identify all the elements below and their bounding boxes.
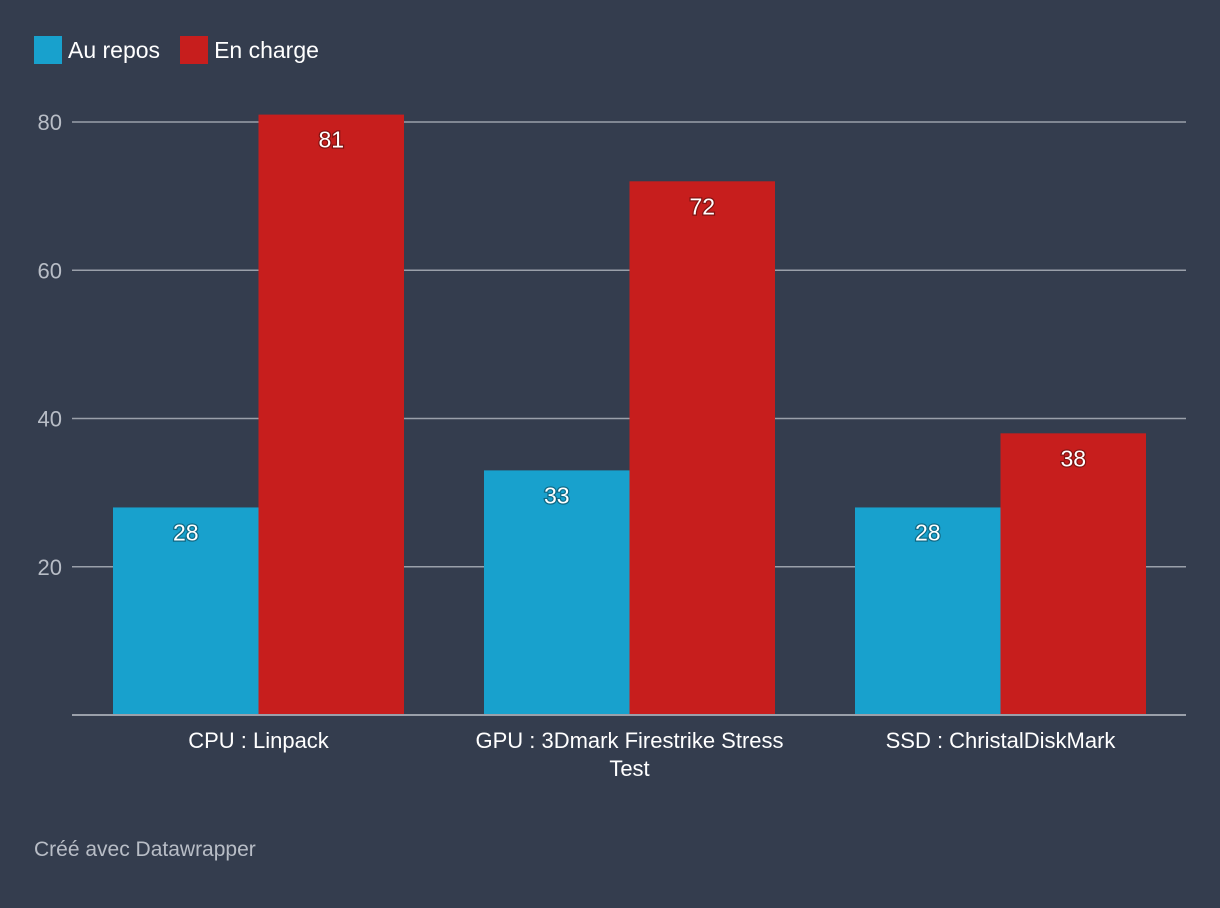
data-label-en-charge-1: 72 [689, 193, 715, 219]
x-category-label-1-line-1: Test [609, 756, 649, 781]
footer-credit: Créé avec Datawrapper [34, 838, 256, 861]
data-label-au-repos-1: 33 [544, 482, 570, 508]
legend-label-en-charge: En charge [214, 36, 319, 63]
bar-au-repos-0 [113, 507, 259, 715]
bar-en-charge-1 [629, 181, 775, 716]
y-tick-label-80: 80 [38, 110, 62, 135]
x-category-label-0-line-0: CPU : Linpack [188, 728, 330, 753]
bar-en-charge-0 [258, 114, 404, 715]
y-tick-label-40: 40 [38, 407, 62, 432]
data-label-au-repos-0: 28 [173, 519, 199, 545]
data-label-au-repos-2: 28 [915, 519, 941, 545]
bar-en-charge-2 [1000, 433, 1146, 715]
data-label-en-charge-2: 38 [1060, 445, 1086, 471]
legend: Au repos En charge [34, 36, 339, 64]
x-category-label-2-line-0: SSD : ChristalDiskMark [886, 728, 1117, 753]
y-tick-label-60: 60 [38, 258, 62, 283]
legend-item-en-charge: En charge [180, 36, 319, 64]
legend-item-au-repos: Au repos [34, 36, 160, 64]
data-label-en-charge-0: 81 [318, 127, 344, 153]
legend-swatch-en-charge [180, 36, 209, 64]
y-tick-label-20: 20 [38, 555, 62, 580]
legend-label-au-repos: Au repos [68, 36, 161, 63]
x-category-label-1-line-0: GPU : 3Dmark Firestrike Stress [475, 728, 783, 753]
bar-au-repos-2 [855, 507, 1001, 715]
legend-swatch-au-repos [34, 36, 62, 64]
bar-au-repos-1 [484, 470, 630, 715]
